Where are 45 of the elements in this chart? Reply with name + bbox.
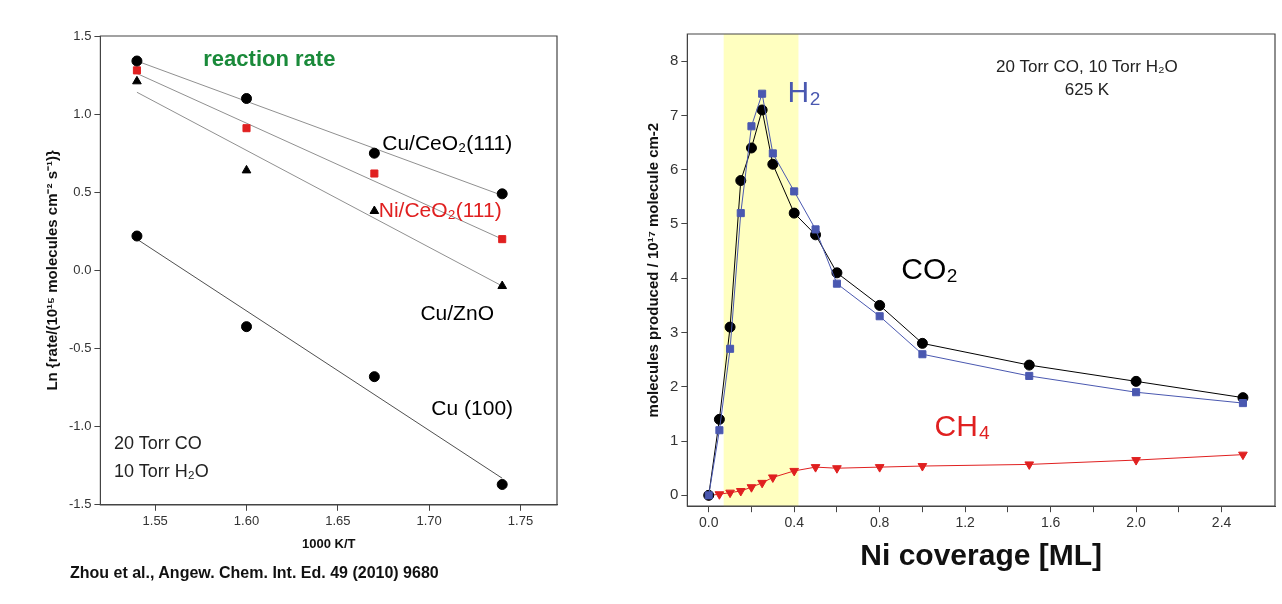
annotation: 625 K — [1064, 80, 1110, 100]
annotation: 20 Torr CO, 10 Torr H₂O — [996, 56, 1178, 76]
y-tick-label: 6 — [670, 159, 679, 177]
series-label: CH₄ — [934, 409, 991, 443]
x-tick-label: 2.0 — [1126, 514, 1147, 531]
y-tick-label: 8 — [670, 51, 679, 69]
annotation: 20 Torr CO — [114, 432, 202, 453]
x-tick-label: 1.70 — [416, 513, 442, 529]
y-axis-title: molecules produced / 10¹⁷ molecule cm-2 — [644, 122, 662, 418]
y-tick-label: 5 — [670, 214, 679, 232]
series-label: Ni/CeO₂(111) — [378, 197, 502, 221]
x-tick-label: 1.6 — [1040, 514, 1061, 531]
y-tick-label: 2 — [670, 376, 679, 394]
y-tick-label: 7 — [670, 105, 679, 123]
y-tick-label: 1.5 — [73, 27, 92, 43]
series-label: H₂ — [787, 74, 821, 108]
x-tick-label: 0.4 — [784, 514, 805, 531]
x-tick-label: 1.2 — [955, 514, 976, 531]
x-tick-label: 1.65 — [325, 513, 351, 529]
series-label: CO₂ — [901, 251, 958, 285]
x-tick-label: 1.60 — [233, 513, 260, 529]
x-axis-title: 1000 K/T — [301, 535, 356, 551]
x-tick-label: 1.55 — [142, 513, 168, 529]
y-tick-label: 1.0 — [73, 105, 92, 121]
y-tick-label: -1.0 — [68, 418, 92, 434]
y-tick-label: -0.5 — [68, 340, 92, 356]
y-tick-label: 4 — [670, 268, 679, 286]
text: Zhou et al., Angew. Chem. Int. Ed. 49 (2010) 9680 — [70, 564, 440, 582]
series-label: Cu/CeO₂(111) — [382, 130, 513, 154]
annotation: reaction rate — [203, 45, 336, 71]
x-tick-label: 2.4 — [1211, 514, 1232, 531]
y-axis-title: Ln {rate/(10¹⁵ molecules cm⁻² s⁻¹)} — [43, 150, 61, 391]
annotation: 10 Torr H₂O — [114, 460, 209, 481]
y-tick-label: -1.5 — [68, 496, 92, 512]
x-tick-label: 1.75 — [507, 513, 534, 529]
x-tick-label: 0.8 — [869, 514, 890, 531]
y-tick-label: 0 — [670, 485, 679, 503]
y-tick-label: 0.0 — [73, 261, 92, 277]
x-axis-title: Ni coverage [ML] — [860, 538, 1103, 572]
y-tick-label: 1 — [670, 431, 679, 449]
x-tick-label: 0.0 — [698, 514, 719, 531]
y-tick-label: 0.5 — [73, 183, 92, 199]
series-label: Cu/ZnO — [420, 300, 494, 324]
y-tick-label: 3 — [670, 322, 679, 340]
text: Cu (100) — [431, 396, 514, 420]
